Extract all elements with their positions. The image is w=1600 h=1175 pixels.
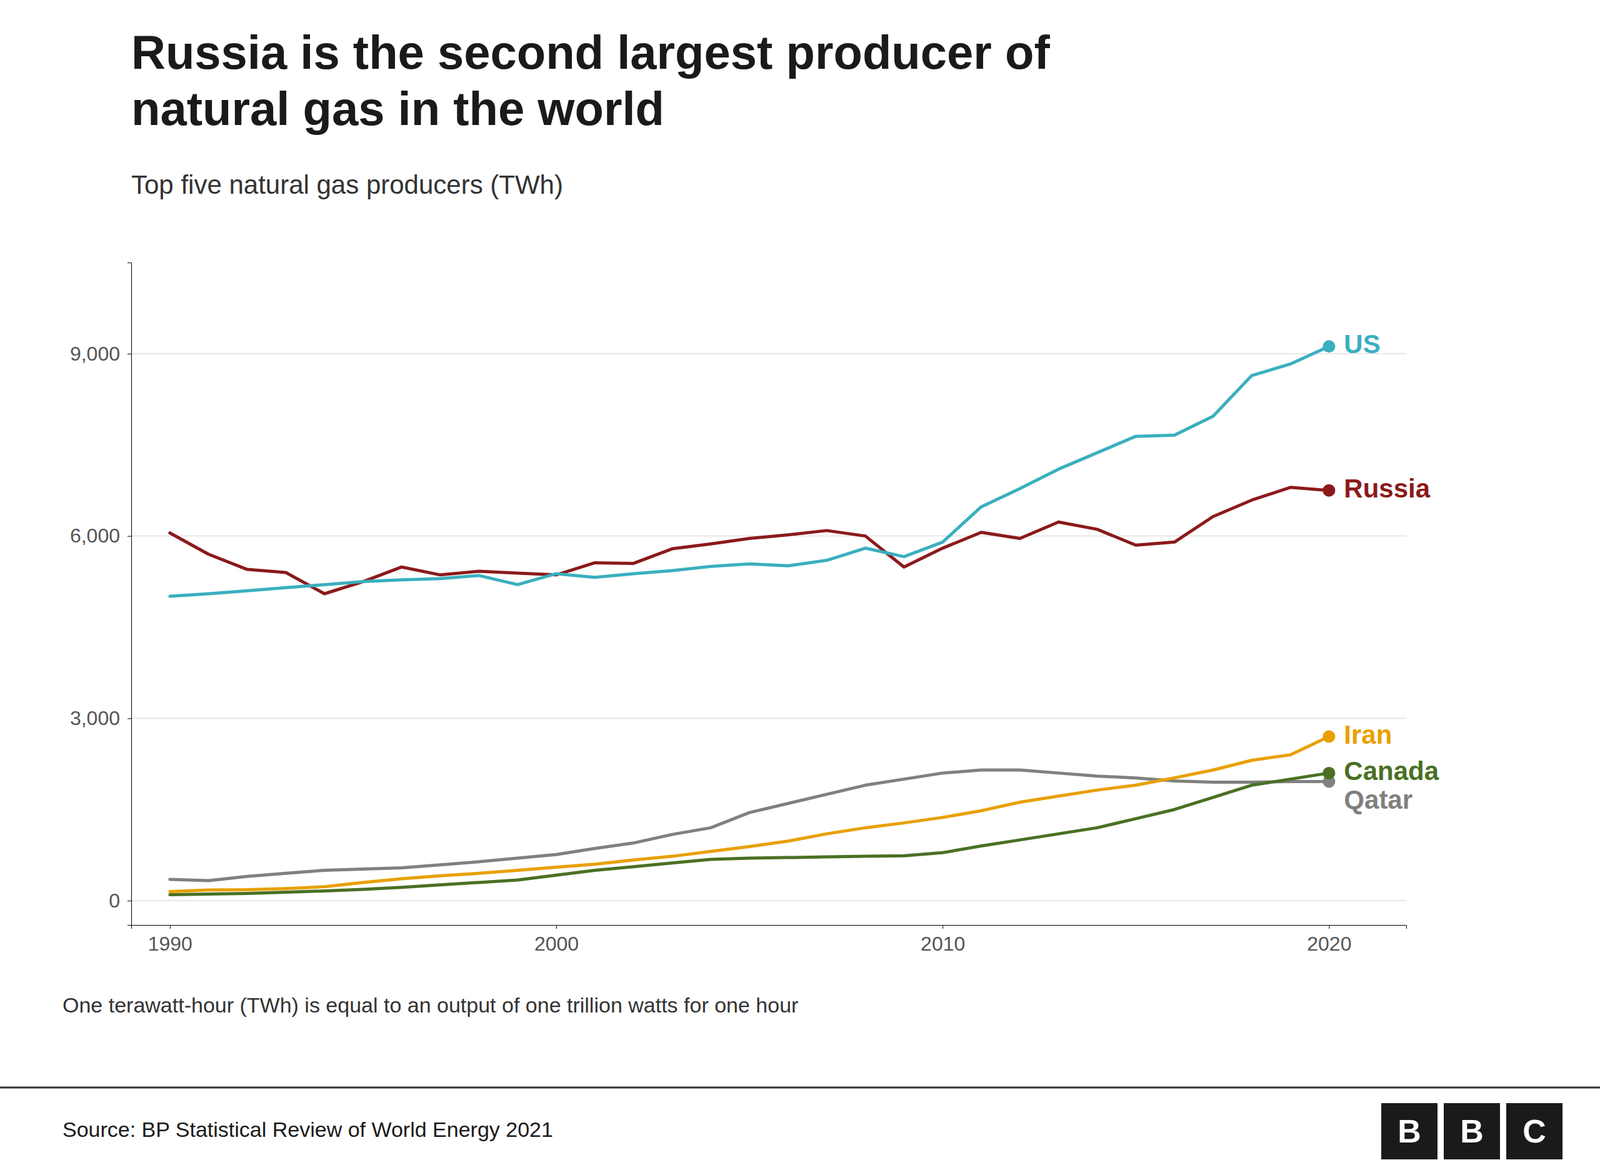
x-axis-tick: 2000	[534, 925, 579, 955]
subtitle: Top five natural gas producers (TWh)	[131, 170, 564, 200]
end-dot	[1322, 730, 1335, 744]
x-axis-line	[131, 925, 1407, 930]
y-axis: 0 3,000 6,000 9,000	[70, 263, 132, 926]
end-dot	[1322, 766, 1335, 780]
logo-letter: B	[1460, 1113, 1484, 1150]
y-axis-tick-label: 3,000	[70, 706, 120, 730]
grid-line	[131, 718, 1407, 720]
y-axis-tick: 6,000	[70, 524, 132, 547]
title: Russia is the second largest producer of	[131, 25, 1050, 79]
x-axis-tick-label: 2010	[920, 932, 965, 955]
logo-letter: B	[1397, 1113, 1422, 1150]
y-axis-tick-label: 0	[108, 889, 120, 912]
chart: Russia is the second largest producer of…	[0, 0, 1600, 1175]
y-axis-tick-label: 9,000	[70, 342, 120, 365]
background	[0, 0, 1600, 1175]
grid-line	[131, 900, 1407, 902]
y-axis-tick-mark	[127, 900, 132, 902]
line	[170, 773, 1330, 895]
x-axis-tick: 2010	[920, 925, 965, 955]
source: Source: BP Statistical Review of World E…	[62, 1117, 554, 1142]
x-axis-tick-label: 1990	[148, 932, 193, 955]
series-label: US	[1343, 329, 1380, 359]
logo-box	[1443, 1103, 1500, 1160]
separator	[0, 1086, 1600, 1089]
logo-box	[1506, 1103, 1563, 1160]
logo-box	[1381, 1103, 1438, 1160]
y-axis-tick: 0	[108, 889, 132, 912]
grid-line	[131, 353, 1407, 355]
y-axis-tick-mark	[127, 718, 132, 719]
end-dot	[1322, 484, 1335, 497]
line	[170, 770, 1330, 881]
y-axis-tick-mark	[127, 353, 132, 355]
x-axis: 1990 2000 2010 2020	[131, 925, 1407, 955]
x-axis-tick-mark	[1328, 925, 1330, 929]
title: natural gas in the world	[131, 81, 665, 135]
y-axis-line	[127, 263, 132, 926]
series-label: Qatar	[1343, 785, 1413, 815]
logo-letter: C	[1522, 1113, 1547, 1150]
x-axis-tick: 2020	[1306, 925, 1352, 955]
x-axis-tick-mark	[556, 925, 557, 929]
y-axis-tick-mark	[127, 536, 132, 537]
x-axis-tick: 1990	[148, 925, 193, 955]
line	[170, 736, 1330, 892]
x-axis-tick-label: 2020	[1306, 932, 1352, 955]
series-label: Canada	[1343, 756, 1439, 786]
y-axis-tick: 9,000	[70, 342, 132, 365]
y-axis-tick-label: 6,000	[70, 524, 120, 547]
x-axis-tick-label: 2000	[534, 932, 579, 955]
series-label: Iran	[1343, 720, 1392, 750]
footnote: One terawatt-hour (TWh) is equal to an o…	[62, 993, 799, 1017]
line	[170, 487, 1330, 594]
x-axis-tick-mark	[170, 925, 171, 929]
grid	[131, 353, 1407, 901]
series-label: Russia	[1343, 473, 1430, 504]
logo: BBC	[1381, 1103, 1563, 1160]
y-axis-tick: 3,000	[70, 706, 132, 730]
x-axis-tick-mark	[942, 925, 944, 929]
line	[170, 346, 1330, 597]
end-dot	[1322, 340, 1335, 353]
plot-area	[170, 340, 1336, 895]
